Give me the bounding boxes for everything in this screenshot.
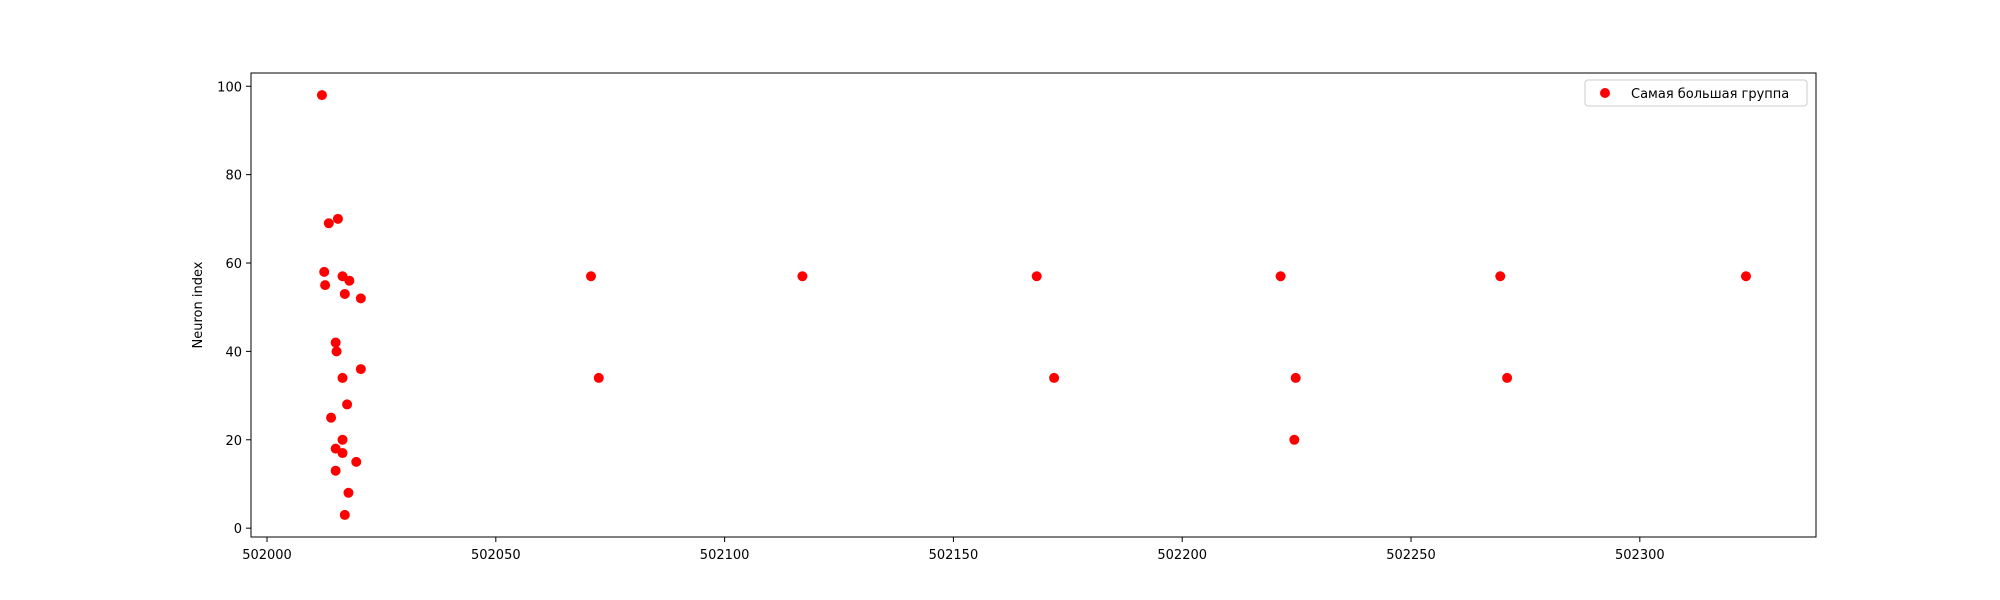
x-tick-label: 502050: [471, 548, 521, 563]
data-point: [355, 293, 366, 304]
data-point: [332, 213, 343, 224]
data-point: [339, 288, 350, 299]
data-point: [1031, 271, 1042, 282]
legend: Самая большая группа: [1584, 79, 1808, 107]
y-tick-label: 60: [225, 257, 242, 272]
y-tick-label: 80: [225, 169, 242, 184]
y-axis-label: Neuron index: [191, 261, 206, 348]
data-point: [1049, 372, 1060, 383]
data-point: [316, 90, 327, 101]
data-point: [1290, 372, 1301, 383]
data-point: [337, 372, 348, 383]
data-point: [331, 346, 342, 357]
y-axis-ticks: 0 20 40 60 80 100: [217, 80, 251, 537]
data-point: [330, 337, 341, 348]
x-tick-label: 502100: [700, 548, 750, 563]
data-points: [316, 90, 1751, 520]
x-tick-label: 502300: [1615, 548, 1665, 563]
data-point: [320, 280, 331, 291]
data-point: [1502, 372, 1513, 383]
data-point: [337, 434, 348, 445]
y-tick-label: 100: [217, 80, 242, 95]
data-point: [1289, 434, 1300, 445]
x-axis-ticks: 502000 502050 502100 502150 502200 502250 5023…: [242, 537, 1665, 563]
legend-box: [1584, 79, 1808, 107]
data-point: [1275, 271, 1286, 282]
x-tick-label: 502000: [242, 548, 292, 563]
legend-label: Самая большая группа: [1631, 87, 1789, 102]
data-point: [797, 271, 808, 282]
data-point: [593, 372, 604, 383]
data-point: [1495, 271, 1506, 282]
data-point: [319, 266, 330, 277]
data-point: [1740, 271, 1751, 282]
data-point: [343, 487, 354, 498]
data-point: [323, 218, 334, 229]
data-point: [337, 448, 348, 459]
data-point: [344, 275, 355, 286]
y-tick-label: 20: [225, 434, 242, 449]
data-point: [351, 456, 362, 467]
data-point: [339, 509, 350, 520]
x-tick-label: 502200: [1157, 548, 1207, 563]
data-point: [342, 399, 353, 410]
data-point: [585, 271, 596, 282]
x-tick-label: 502150: [929, 548, 979, 563]
plot-area-frame: [250, 72, 1817, 538]
x-tick-label: 502250: [1386, 548, 1436, 563]
y-tick-label: 40: [225, 345, 242, 360]
data-point: [330, 465, 341, 476]
data-point: [355, 364, 366, 375]
y-tick-label: 0: [234, 522, 242, 537]
data-point: [326, 412, 337, 423]
legend-marker: [1600, 88, 1610, 98]
